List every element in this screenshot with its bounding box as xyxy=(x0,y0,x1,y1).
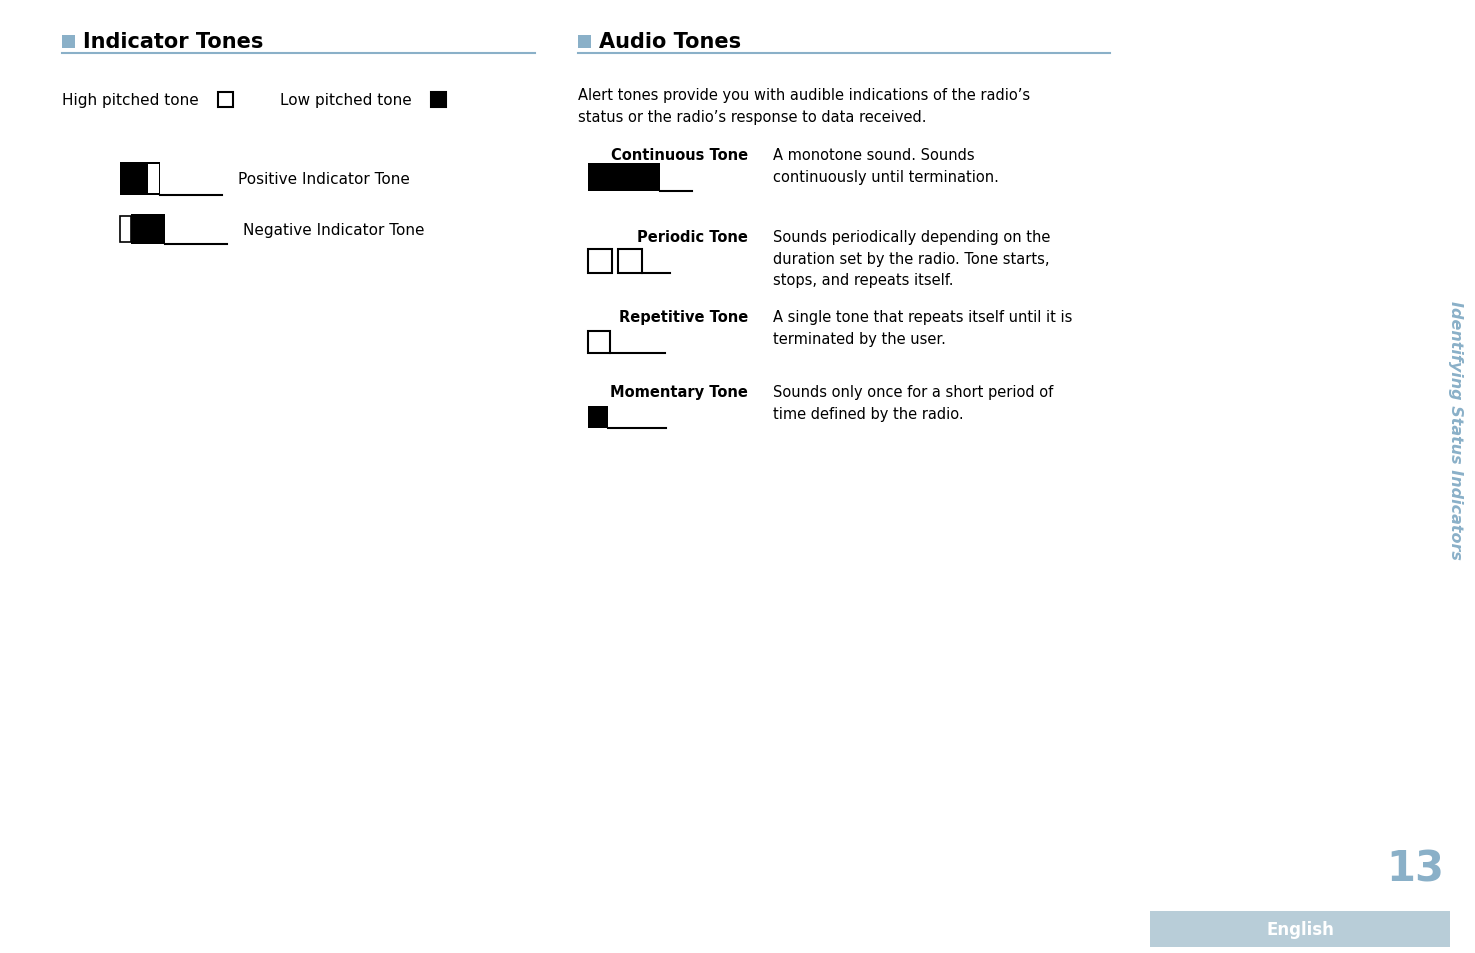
Text: Sounds periodically depending on the
duration set by the radio. Tone starts,
sto: Sounds periodically depending on the dur… xyxy=(773,230,1050,288)
Bar xyxy=(618,250,642,274)
Text: Sounds only once for a short period of
time defined by the radio.: Sounds only once for a short period of t… xyxy=(773,385,1053,421)
Text: Repetitive Tone: Repetitive Tone xyxy=(618,310,748,325)
Bar xyxy=(119,216,131,243)
Bar xyxy=(218,92,233,108)
Text: Identifying Status Indicators: Identifying Status Indicators xyxy=(1447,300,1463,558)
Text: Continuous Tone: Continuous Tone xyxy=(611,148,748,163)
Bar xyxy=(1150,911,1450,947)
Bar xyxy=(589,164,659,192)
Text: Low pitched tone: Low pitched tone xyxy=(280,92,412,108)
Text: Alert tones provide you with audible indications of the radio’s
status or the ra: Alert tones provide you with audible ind… xyxy=(578,88,1030,125)
Bar xyxy=(589,332,611,354)
Text: Indicator Tones: Indicator Tones xyxy=(83,32,264,52)
Text: 13: 13 xyxy=(1386,848,1444,890)
Text: English: English xyxy=(1266,920,1333,938)
Bar xyxy=(589,250,612,274)
Text: A single tone that repeats itself until it is
terminated by the user.: A single tone that repeats itself until … xyxy=(773,310,1072,346)
Bar xyxy=(589,407,608,429)
Bar xyxy=(119,163,159,195)
Bar xyxy=(131,214,165,245)
Bar xyxy=(148,165,159,193)
Text: Positive Indicator Tone: Positive Indicator Tone xyxy=(237,172,410,187)
Bar xyxy=(431,92,445,108)
Text: Negative Indicator Tone: Negative Indicator Tone xyxy=(243,222,425,237)
Bar xyxy=(578,35,591,49)
Text: Audio Tones: Audio Tones xyxy=(599,32,740,52)
Text: A monotone sound. Sounds
continuously until termination.: A monotone sound. Sounds continuously un… xyxy=(773,148,999,185)
Text: Momentary Tone: Momentary Tone xyxy=(611,385,748,399)
Text: Periodic Tone: Periodic Tone xyxy=(637,230,748,245)
Text: High pitched tone: High pitched tone xyxy=(62,92,199,108)
Bar xyxy=(62,35,75,49)
